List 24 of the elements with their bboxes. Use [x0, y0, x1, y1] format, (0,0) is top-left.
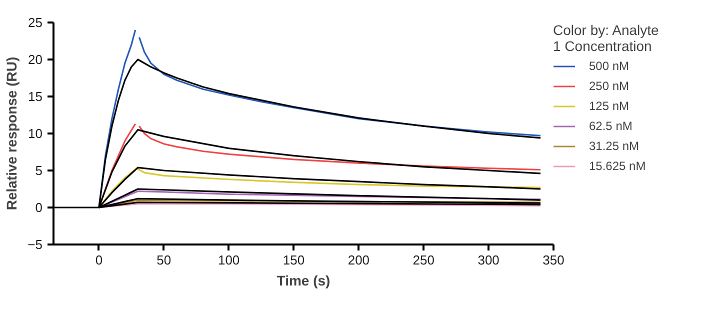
y-tick-label: 0	[35, 200, 43, 215]
x-tick-label: 50	[156, 252, 172, 268]
y-tick-label: 20	[28, 52, 43, 67]
legend-label: 500 nM	[589, 59, 630, 73]
legend-label: 125 nM	[589, 99, 630, 113]
x-tick-label: 0	[95, 252, 103, 268]
legend-label: 62.5 nM	[589, 119, 632, 133]
legend-label: 15.625 nM	[589, 159, 646, 173]
y-tick-label: 25	[28, 15, 43, 30]
x-tick-label: 200	[348, 252, 370, 268]
y-tick-label: 5	[35, 163, 43, 178]
x-tick-label: 300	[478, 252, 500, 268]
y-tick-label: 15	[28, 89, 43, 104]
legend-title: Color by: Analyte 1 Concentration	[553, 22, 659, 54]
x-tick-label: 150	[282, 252, 305, 268]
x-tick-label: 100	[218, 252, 240, 268]
legend-label: 31.25 nM	[589, 139, 640, 153]
legend-label: 250 nM	[589, 79, 630, 93]
x-tick-label: 350	[542, 252, 564, 268]
y-tick-label: 10	[28, 126, 43, 141]
x-axis-title: Time (s)	[276, 272, 330, 288]
y-tick-label: −5	[28, 237, 43, 252]
y-axis-title: Relative response (RU)	[4, 56, 20, 210]
x-tick-label: 250	[412, 252, 434, 268]
